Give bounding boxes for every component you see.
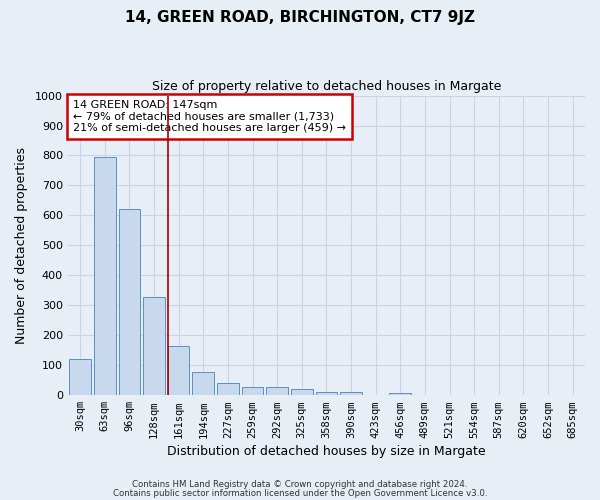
Y-axis label: Number of detached properties: Number of detached properties bbox=[15, 147, 28, 344]
Bar bbox=[94, 157, 116, 395]
Bar bbox=[340, 392, 362, 395]
Bar bbox=[266, 387, 288, 395]
Text: Contains HM Land Registry data © Crown copyright and database right 2024.: Contains HM Land Registry data © Crown c… bbox=[132, 480, 468, 489]
Bar bbox=[119, 209, 140, 395]
Bar bbox=[242, 387, 263, 395]
X-axis label: Distribution of detached houses by size in Margate: Distribution of detached houses by size … bbox=[167, 444, 486, 458]
Bar bbox=[168, 346, 190, 395]
Text: Contains public sector information licensed under the Open Government Licence v3: Contains public sector information licen… bbox=[113, 488, 487, 498]
Bar bbox=[69, 359, 91, 395]
Bar bbox=[389, 393, 411, 395]
Bar bbox=[291, 389, 313, 395]
Title: Size of property relative to detached houses in Margate: Size of property relative to detached ho… bbox=[152, 80, 501, 93]
Bar bbox=[193, 372, 214, 395]
Bar bbox=[316, 392, 337, 395]
Text: 14 GREEN ROAD: 147sqm
← 79% of detached houses are smaller (1,733)
21% of semi-d: 14 GREEN ROAD: 147sqm ← 79% of detached … bbox=[73, 100, 346, 134]
Bar bbox=[217, 383, 239, 395]
Text: 14, GREEN ROAD, BIRCHINGTON, CT7 9JZ: 14, GREEN ROAD, BIRCHINGTON, CT7 9JZ bbox=[125, 10, 475, 25]
Bar bbox=[143, 297, 165, 395]
